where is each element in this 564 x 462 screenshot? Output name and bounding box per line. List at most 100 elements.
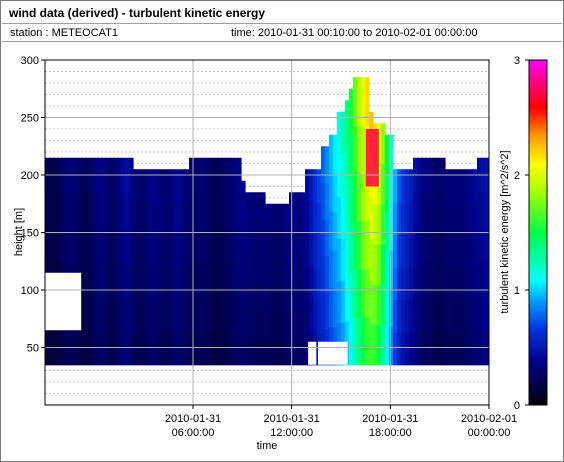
heatmap-cell xyxy=(461,201,466,236)
heatmap-cell xyxy=(409,299,414,333)
heatmap-cell xyxy=(293,192,298,222)
heatmap-cell xyxy=(325,291,330,329)
heatmap-cell xyxy=(193,261,198,297)
heatmap-cell xyxy=(317,169,322,203)
heatmap-cell xyxy=(477,192,482,228)
heatmap-cell xyxy=(305,299,310,333)
heatmap-cell xyxy=(381,244,386,285)
heatmap-cell xyxy=(361,268,366,318)
heatmap-cell xyxy=(429,226,434,262)
missing-data-block xyxy=(317,341,348,365)
heatmap-cell xyxy=(281,284,286,312)
heatmap-cell xyxy=(285,257,290,285)
heatmap-cell xyxy=(473,234,478,268)
heatmap-cell xyxy=(101,295,106,331)
heatmap-cell xyxy=(293,249,298,280)
heatmap-cell xyxy=(201,261,206,297)
heatmap-cell xyxy=(113,192,118,228)
heatmap-cell xyxy=(145,332,150,366)
heatmap-cell xyxy=(113,226,118,262)
heatmap-cell xyxy=(249,336,254,366)
heatmap-cell xyxy=(297,192,302,222)
heatmap-cell xyxy=(217,226,222,262)
colorbar-tick-label: 1 xyxy=(514,285,520,297)
heatmap-cell xyxy=(321,219,326,257)
heatmap-cell xyxy=(197,261,202,297)
heatmap-cell xyxy=(421,192,426,228)
heatmap-cell xyxy=(137,169,142,203)
heatmap-cell xyxy=(361,173,366,222)
heatmap-cell xyxy=(177,332,182,366)
heatmap-cell xyxy=(233,261,238,297)
heatmap-cell xyxy=(213,261,218,297)
heatmap-cell xyxy=(337,238,342,282)
heatmap-cell xyxy=(129,261,134,297)
heatmap-cell xyxy=(465,234,470,268)
heatmap-cell xyxy=(349,134,354,182)
heatmap-cell xyxy=(337,196,342,239)
heatmap-cell xyxy=(269,311,274,339)
heatmap-cell xyxy=(321,255,326,293)
heatmap-cell xyxy=(485,192,489,228)
heatmap-cell xyxy=(437,295,442,331)
heatmap-cell xyxy=(53,192,58,228)
y-tick-label: 50 xyxy=(27,343,39,355)
heatmap-cell xyxy=(53,226,58,262)
heatmap-cell xyxy=(341,196,346,239)
heatmap-cell xyxy=(461,234,466,268)
heatmap-cell xyxy=(405,201,410,236)
heatmap-cell xyxy=(325,146,330,184)
heatmap-cell xyxy=(57,226,62,262)
heatmap-cell xyxy=(69,192,74,228)
heatmap-cell xyxy=(173,169,178,203)
station-label: station : METEOCAT1 xyxy=(10,27,118,39)
heatmap-cell xyxy=(121,192,126,228)
heatmap-cell xyxy=(197,295,202,331)
y-tick-label: 300 xyxy=(21,55,39,67)
heatmap-cell xyxy=(185,299,190,333)
heatmap-cell xyxy=(413,261,418,297)
heatmap-cell xyxy=(125,295,130,331)
heatmap-cell xyxy=(393,169,398,203)
heatmap-cell xyxy=(73,192,78,228)
heatmap-cell xyxy=(93,226,98,262)
heatmap-cell xyxy=(89,226,94,262)
heatmap-cell xyxy=(381,284,386,326)
heatmap-cell xyxy=(261,249,266,280)
heatmap-cell xyxy=(209,261,214,297)
heatmap-cell xyxy=(221,226,226,262)
heatmap-cell xyxy=(217,192,222,228)
heatmap-cell xyxy=(393,299,398,333)
heatmap-cell xyxy=(157,234,162,268)
heatmap-cell xyxy=(169,267,174,301)
heatmap-cell xyxy=(161,169,166,203)
heatmap-cell xyxy=(297,221,302,251)
heatmap-cell xyxy=(353,77,358,126)
heatmap-cell xyxy=(221,295,226,331)
x-tick-label: 00:00:00 xyxy=(468,427,511,439)
heatmap-cell xyxy=(225,226,230,262)
heatmap-cell xyxy=(161,234,166,268)
heatmap-cell xyxy=(173,267,178,301)
heatmap-cell xyxy=(93,192,98,228)
heatmap-cell xyxy=(481,261,486,297)
heatmap-cell xyxy=(329,134,334,174)
heatmap-cell xyxy=(225,295,230,331)
heatmap-cell xyxy=(81,261,86,297)
heatmap-cell xyxy=(141,299,146,333)
heatmap-cell xyxy=(337,111,342,155)
heatmap-cell xyxy=(401,332,406,366)
heatmap-cell xyxy=(157,332,162,366)
heatmap-cell xyxy=(117,192,122,228)
heatmap-cell xyxy=(85,295,90,331)
heatmap-cell xyxy=(273,203,278,232)
heatmap-cell xyxy=(97,192,102,228)
heatmap-cell xyxy=(453,169,458,203)
heatmap-cell xyxy=(357,316,362,366)
heatmap-cell xyxy=(193,295,198,331)
heatmap-cell xyxy=(257,336,262,366)
heatmap-cell xyxy=(281,311,286,339)
heatmap-cell xyxy=(301,192,306,222)
heatmap-cell xyxy=(81,192,86,228)
